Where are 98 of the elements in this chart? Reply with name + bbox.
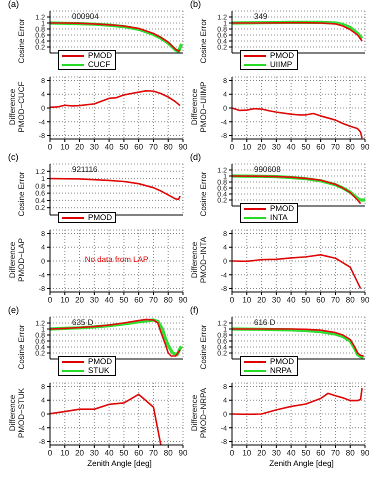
x-tick-label: 10 bbox=[242, 448, 252, 458]
legend-label: PMOD bbox=[270, 51, 294, 60]
x-tick-label: 10 bbox=[60, 448, 70, 458]
x-tick-label: 0 bbox=[48, 296, 53, 305]
x-tick-label: 70 bbox=[330, 448, 340, 458]
y-axis-title: Cosine Error bbox=[17, 171, 26, 216]
x-tick-label: 90 bbox=[178, 142, 188, 152]
y-axis-title: Difference PMOD−LAP bbox=[8, 238, 26, 282]
annotation: No data from LAP bbox=[84, 255, 150, 264]
x-tick-label: 60 bbox=[316, 448, 326, 458]
x-tick-label: 50 bbox=[119, 296, 129, 305]
x-tick-label: 80 bbox=[346, 142, 356, 152]
x-tick-label: 40 bbox=[104, 142, 114, 152]
x-tick-label: 40 bbox=[286, 448, 296, 458]
x-tick-label: 80 bbox=[346, 296, 356, 305]
x-tick-label: 0 bbox=[48, 448, 53, 458]
x-tick-label: 60 bbox=[134, 296, 144, 305]
legend-label: PMOD bbox=[88, 357, 112, 366]
x-tick-label: 30 bbox=[272, 296, 282, 305]
legend-label: CUCF bbox=[88, 60, 110, 69]
chart-title: (e) bbox=[8, 305, 20, 315]
x-tick-label: 0 bbox=[230, 448, 235, 458]
legend-label: PMOD bbox=[88, 51, 112, 60]
x-tick-label: 70 bbox=[330, 142, 340, 152]
x-tick-label: 70 bbox=[148, 296, 158, 305]
x-tick-label: 60 bbox=[134, 142, 144, 152]
x-tick-label: 50 bbox=[301, 296, 311, 305]
x-tick-label: 80 bbox=[164, 296, 174, 305]
x-tick-label: 10 bbox=[60, 296, 70, 305]
x-tick-label: 40 bbox=[286, 142, 296, 152]
y-axis-title: Cosine Error bbox=[199, 171, 208, 216]
x-tick-label: 70 bbox=[330, 296, 340, 305]
x-tick-label: 10 bbox=[242, 142, 252, 152]
x-tick-label: 80 bbox=[346, 448, 356, 458]
x-tick-label: 40 bbox=[286, 296, 296, 305]
x-tick-label: 50 bbox=[301, 448, 311, 458]
x-tick-label: 20 bbox=[257, 448, 267, 458]
x-tick-label: 20 bbox=[75, 448, 85, 458]
x-axis-title: Zenith Angle [deg] bbox=[268, 459, 335, 470]
x-tick-label: 90 bbox=[360, 448, 370, 458]
y-axis-title: Cosine Error bbox=[199, 18, 208, 64]
y-axis-title: Difference PMOD−NRPA bbox=[190, 387, 208, 438]
y-axis-title: Difference PMOD−STUK bbox=[8, 387, 26, 438]
annotation: 349 bbox=[254, 12, 268, 21]
y-axis-title: Cosine Error bbox=[199, 324, 208, 370]
x-tick-label: 60 bbox=[316, 296, 326, 305]
x-tick-label: 40 bbox=[104, 296, 114, 305]
legend-label: INTA bbox=[270, 213, 288, 222]
legend-label: PMOD bbox=[88, 213, 112, 222]
x-tick-label: 50 bbox=[119, 448, 129, 458]
chart-title: (a) bbox=[8, 0, 20, 9]
annotation: 616 D bbox=[254, 318, 276, 327]
x-tick-label: 70 bbox=[148, 142, 158, 152]
y-axis-title: Cosine Error bbox=[17, 324, 26, 370]
x-tick-label: 50 bbox=[119, 142, 129, 152]
x-tick-label: 0 bbox=[230, 296, 235, 305]
x-tick-label: 60 bbox=[316, 142, 326, 152]
x-tick-label: 30 bbox=[90, 142, 100, 152]
x-tick-label: 80 bbox=[164, 142, 174, 152]
y-axis-title: Difference PMOD−UIIMP bbox=[190, 82, 208, 132]
x-tick-label: 10 bbox=[242, 296, 252, 305]
legend-label: PMOD bbox=[270, 204, 294, 213]
x-tick-label: 50 bbox=[301, 142, 311, 152]
x-tick-label: 80 bbox=[164, 448, 174, 458]
chart-title: (d) bbox=[190, 152, 202, 162]
legend-label: NRPA bbox=[270, 366, 292, 375]
x-tick-label: 30 bbox=[90, 296, 100, 305]
x-tick-label: 40 bbox=[104, 448, 114, 458]
legend-label: PMOD bbox=[270, 357, 294, 366]
x-tick-label: 30 bbox=[272, 142, 282, 152]
annotation: 635 D bbox=[72, 318, 94, 327]
x-tick-label: 90 bbox=[360, 296, 370, 305]
x-tick-label: 0 bbox=[230, 142, 235, 152]
annotation: 921116 bbox=[72, 165, 98, 174]
chart-title: (c) bbox=[8, 152, 20, 162]
legend-label: UIIMP bbox=[270, 60, 292, 69]
x-tick-label: 0 bbox=[48, 142, 53, 152]
x-tick-label: 30 bbox=[272, 448, 282, 458]
x-tick-label: 10 bbox=[60, 142, 70, 152]
y-axis-title: Cosine Error bbox=[17, 18, 26, 64]
x-tick-label: 60 bbox=[134, 448, 144, 458]
y-axis-title: Difference PMOD−INTA bbox=[190, 236, 208, 284]
x-tick-label: 90 bbox=[178, 448, 188, 458]
x-tick-label: 90 bbox=[360, 142, 370, 152]
x-axis-title: Zenith Angle [deg] bbox=[86, 459, 153, 470]
x-tick-label: 70 bbox=[148, 448, 158, 458]
x-tick-label: 90 bbox=[178, 296, 188, 305]
chart-title: (b) bbox=[190, 0, 202, 9]
x-tick-label: 20 bbox=[257, 142, 267, 152]
x-tick-label: 20 bbox=[75, 142, 85, 152]
x-tick-label: 30 bbox=[90, 448, 100, 458]
chart-title: (f) bbox=[190, 305, 200, 315]
y-axis-title: Difference PMOD−CUCF bbox=[8, 81, 26, 132]
annotation: 990608 bbox=[254, 165, 281, 174]
x-tick-label: 20 bbox=[257, 296, 267, 305]
x-tick-label: 20 bbox=[75, 296, 85, 305]
annotation: 000904 bbox=[72, 12, 99, 21]
legend-label: STUK bbox=[88, 366, 110, 375]
